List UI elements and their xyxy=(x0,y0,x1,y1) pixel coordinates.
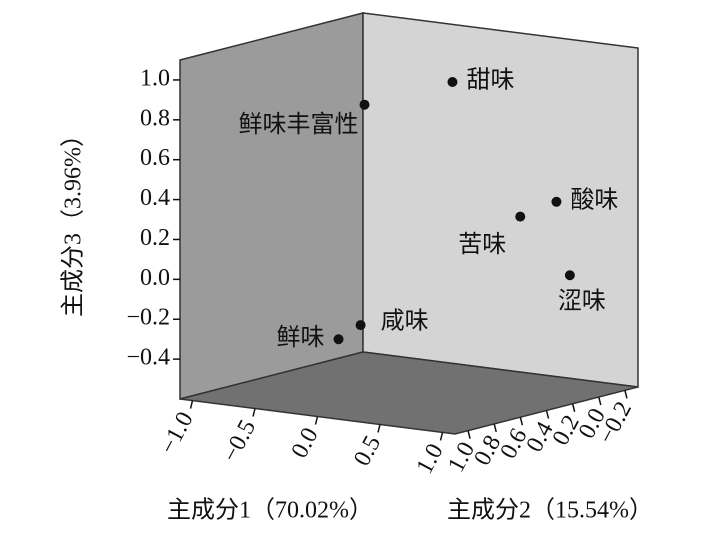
floor xyxy=(179,351,639,435)
point-label: 鲜味丰富性 xyxy=(239,111,359,138)
point xyxy=(359,99,370,110)
z-tick-label: 1.0 xyxy=(140,65,170,91)
point xyxy=(551,196,562,207)
y-tick xyxy=(545,410,550,419)
x-tick xyxy=(189,400,194,409)
z-tick-label: −0.2 xyxy=(126,305,170,331)
x-tick-label: 0.5 xyxy=(349,432,386,471)
z-axis-title: 主成分3（3.96%） xyxy=(60,123,87,317)
point xyxy=(355,320,366,331)
z-tick-label: 0.4 xyxy=(140,185,170,211)
y-tick xyxy=(493,423,497,433)
z-tick-label: −0.4 xyxy=(126,345,170,371)
point xyxy=(447,76,458,87)
z-tick-label: 0.8 xyxy=(140,105,170,131)
point-label: 咸味 xyxy=(381,308,429,335)
x-tick xyxy=(377,424,381,433)
y-tick xyxy=(467,430,471,439)
point-label: 苦味 xyxy=(458,231,506,258)
y-tick xyxy=(624,390,628,399)
point-label: 鲜味 xyxy=(277,324,325,351)
y-tick xyxy=(519,417,524,426)
x-tick xyxy=(314,416,319,425)
x-tick-label: 1.0 xyxy=(412,440,449,479)
y-tick xyxy=(598,396,602,406)
y-tick xyxy=(571,403,576,412)
point xyxy=(515,211,526,222)
point-label: 酸味 xyxy=(570,186,618,213)
x-axis-title: 主成分1（70.02%） xyxy=(167,497,373,524)
z-tick-label: 0.2 xyxy=(140,225,170,251)
y-axis-title: 主成分2（15.54%） xyxy=(447,497,653,524)
x-tick-label: 0.0 xyxy=(287,424,324,463)
x-tick-label: −0.5 xyxy=(218,416,261,467)
z-tick-label: 0.0 xyxy=(140,265,170,291)
point-label: 甜味 xyxy=(466,66,514,93)
z-tick-label: 0.6 xyxy=(140,145,170,171)
x-tick xyxy=(439,432,444,441)
point xyxy=(564,270,575,281)
point-label: 涩味 xyxy=(558,288,606,315)
x-tick xyxy=(252,408,256,417)
point xyxy=(333,334,344,345)
x-tick-label: −1.0 xyxy=(155,408,198,459)
